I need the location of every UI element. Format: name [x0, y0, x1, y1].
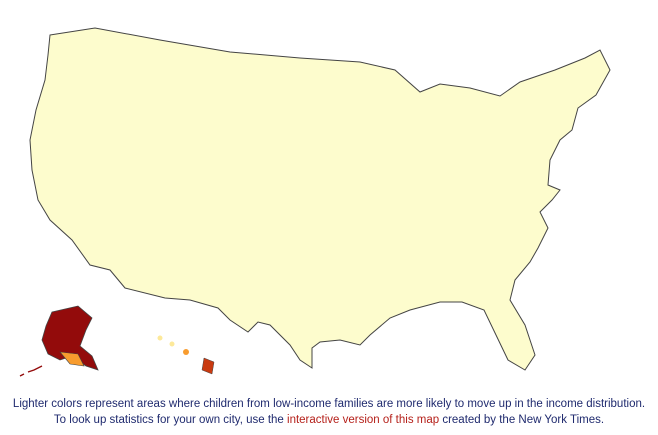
caption-line-1: Lighter colors represent areas where chi…	[12, 398, 646, 410]
aleutians	[19, 365, 43, 377]
hawaii	[157, 335, 215, 375]
map-caption: Lighter colors represent areas where chi…	[0, 396, 658, 428]
contiguous-us	[29, 27, 611, 371]
hawaii-island-3	[183, 349, 189, 355]
caption-line-2-suffix: created by the New York Times.	[439, 414, 605, 426]
alaska-shape	[41, 305, 99, 371]
alaska-south	[59, 351, 85, 367]
alaska	[19, 305, 99, 377]
hawaii-island-1	[157, 335, 163, 341]
caption-line-2-prefix: To look up statistics for your own city,…	[53, 414, 288, 426]
us-mobility-map	[19, 27, 611, 377]
caption-line-2: To look up statistics for your own city,…	[0, 412, 658, 428]
hawaii-island-2	[169, 341, 175, 347]
hawaii-big-island	[201, 357, 215, 375]
interactive-map-link[interactable]: interactive version of this map	[287, 414, 440, 426]
